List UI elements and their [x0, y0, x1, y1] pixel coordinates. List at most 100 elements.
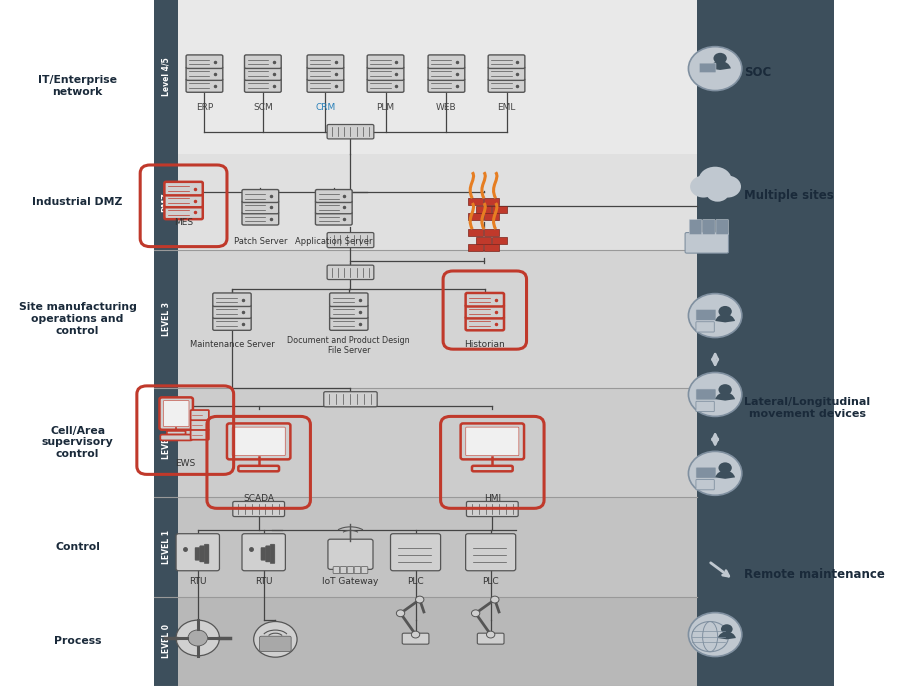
FancyBboxPatch shape [212, 293, 251, 307]
Circle shape [690, 176, 716, 198]
FancyBboxPatch shape [333, 567, 340, 573]
Bar [468, 198, 483, 205]
FancyBboxPatch shape [461, 423, 524, 460]
Circle shape [715, 176, 741, 198]
Text: RTU: RTU [189, 576, 206, 586]
FancyBboxPatch shape [266, 546, 270, 562]
Text: SCM: SCM [253, 103, 273, 113]
Bar [155, 0, 697, 154]
FancyBboxPatch shape [354, 567, 361, 573]
FancyBboxPatch shape [472, 466, 513, 471]
Text: LEVEL 2: LEVEL 2 [162, 425, 171, 460]
FancyBboxPatch shape [696, 467, 716, 478]
Text: Maintenance Server: Maintenance Server [190, 340, 274, 349]
Text: SCADA: SCADA [243, 493, 274, 503]
FancyBboxPatch shape [227, 423, 291, 460]
FancyBboxPatch shape [307, 79, 344, 92]
Bar [468, 213, 483, 220]
FancyBboxPatch shape [488, 55, 525, 69]
FancyBboxPatch shape [329, 305, 368, 318]
Circle shape [176, 620, 220, 656]
FancyBboxPatch shape [391, 534, 441, 571]
Text: ERP: ERP [196, 103, 213, 113]
FancyBboxPatch shape [191, 420, 209, 430]
FancyBboxPatch shape [270, 544, 274, 564]
Circle shape [688, 451, 742, 495]
FancyBboxPatch shape [696, 401, 715, 412]
Text: PLC: PLC [482, 576, 499, 586]
FancyBboxPatch shape [212, 305, 251, 318]
Circle shape [688, 47, 742, 91]
Text: Patch Server: Patch Server [234, 237, 287, 246]
Circle shape [688, 294, 742, 338]
FancyBboxPatch shape [245, 55, 281, 69]
Text: Industrial DMZ: Industrial DMZ [32, 198, 122, 207]
Text: PLC: PLC [407, 576, 424, 586]
FancyBboxPatch shape [340, 567, 346, 573]
FancyBboxPatch shape [703, 220, 716, 235]
Text: MES: MES [174, 218, 194, 228]
FancyBboxPatch shape [176, 534, 220, 571]
Text: LEVEL 0: LEVEL 0 [162, 624, 171, 659]
Circle shape [254, 622, 297, 657]
FancyBboxPatch shape [689, 220, 702, 235]
FancyBboxPatch shape [361, 567, 368, 573]
Bar [468, 244, 483, 251]
Bar [155, 497, 697, 597]
FancyBboxPatch shape [200, 546, 204, 562]
FancyBboxPatch shape [242, 189, 279, 202]
FancyBboxPatch shape [191, 429, 209, 440]
FancyBboxPatch shape [367, 55, 404, 69]
Bar [476, 237, 491, 244]
FancyBboxPatch shape [696, 322, 715, 332]
FancyBboxPatch shape [367, 67, 404, 80]
FancyBboxPatch shape [696, 389, 716, 400]
FancyBboxPatch shape [165, 193, 202, 207]
FancyBboxPatch shape [465, 293, 504, 307]
Circle shape [688, 613, 742, 657]
FancyBboxPatch shape [685, 233, 728, 253]
Circle shape [472, 610, 480, 617]
Bar [697, 0, 834, 686]
FancyBboxPatch shape [242, 201, 279, 214]
FancyBboxPatch shape [186, 55, 223, 69]
FancyBboxPatch shape [245, 67, 281, 80]
FancyBboxPatch shape [166, 431, 185, 435]
Text: Historian: Historian [464, 340, 505, 349]
FancyBboxPatch shape [315, 201, 352, 214]
Text: LEVEL 3: LEVEL 3 [162, 302, 171, 336]
Circle shape [688, 372, 742, 416]
Circle shape [411, 631, 419, 638]
Circle shape [396, 610, 405, 617]
Circle shape [706, 182, 729, 202]
Circle shape [718, 462, 732, 473]
Bar [155, 597, 697, 686]
FancyBboxPatch shape [328, 539, 373, 569]
Text: Document and Product Design
File Server: Document and Product Design File Server [287, 336, 410, 355]
Text: WEB: WEB [436, 103, 456, 113]
Circle shape [718, 384, 732, 395]
Bar [155, 250, 697, 388]
FancyBboxPatch shape [245, 79, 281, 92]
FancyBboxPatch shape [233, 501, 284, 517]
FancyBboxPatch shape [159, 397, 193, 429]
Text: IT/Enterprise
network: IT/Enterprise network [38, 75, 117, 97]
FancyBboxPatch shape [327, 124, 374, 139]
FancyBboxPatch shape [195, 547, 200, 560]
FancyBboxPatch shape [428, 79, 464, 92]
FancyBboxPatch shape [186, 67, 223, 80]
Text: Lateral/Longitudinal
movement devices: Lateral/Longitudinal movement devices [744, 397, 870, 419]
FancyBboxPatch shape [261, 547, 266, 560]
Bar [484, 213, 499, 220]
FancyBboxPatch shape [428, 67, 464, 80]
Text: Remote maintenance: Remote maintenance [744, 569, 886, 581]
Bar [476, 206, 491, 213]
Bar [484, 244, 499, 251]
Wedge shape [716, 471, 735, 479]
FancyBboxPatch shape [212, 317, 251, 330]
Wedge shape [716, 392, 735, 401]
FancyBboxPatch shape [191, 410, 209, 420]
Circle shape [721, 624, 733, 634]
Text: Process: Process [54, 637, 102, 646]
FancyBboxPatch shape [164, 401, 189, 427]
